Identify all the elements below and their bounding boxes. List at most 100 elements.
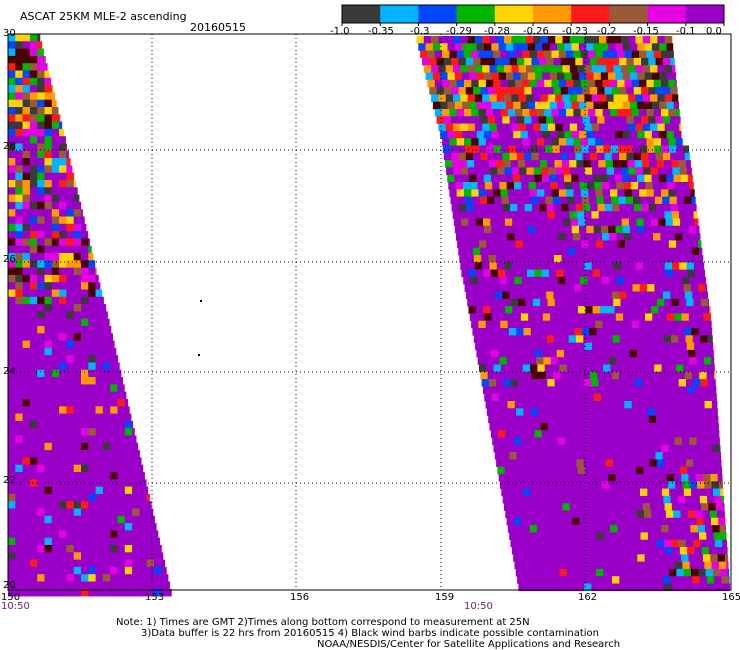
swath-cell — [590, 203, 598, 212]
swath-cell — [648, 152, 656, 161]
swath-cell — [59, 464, 67, 473]
swath-cell — [575, 116, 583, 124]
swath-cell — [659, 393, 668, 402]
swath-cell — [472, 328, 480, 336]
swath-cell — [546, 116, 554, 124]
swath-cell — [704, 320, 712, 329]
swath-cell — [477, 313, 485, 321]
swath-cell — [483, 174, 492, 183]
swath-cell — [556, 510, 564, 519]
swath-cell — [8, 282, 16, 290]
swath-cell — [540, 123, 549, 132]
swath-cell — [698, 328, 707, 336]
swath-cell — [66, 472, 74, 480]
swath-cell — [684, 152, 690, 161]
swath-cell — [619, 87, 627, 95]
swath-cell — [88, 581, 96, 590]
swath-cell — [495, 152, 503, 161]
swath-cell — [709, 466, 717, 475]
swath-cell — [124, 523, 133, 531]
swath-cell — [37, 399, 45, 407]
swath-cell — [427, 79, 435, 88]
swath-cell — [73, 296, 82, 305]
swath-cell — [683, 145, 689, 154]
swath-cell — [663, 255, 672, 263]
swath-cell — [676, 145, 684, 154]
swath-cell — [474, 211, 483, 219]
swath-cell — [711, 357, 715, 365]
swath-cell — [485, 276, 493, 285]
swath-cell — [482, 123, 490, 132]
swath-cell — [577, 167, 586, 175]
swath-cell — [582, 371, 591, 380]
swath-cell — [95, 450, 104, 458]
swath-cell — [502, 452, 510, 460]
swath-cell — [556, 269, 564, 278]
swath-cell — [570, 306, 579, 314]
swath-cell — [51, 384, 60, 392]
swath-cell — [634, 415, 642, 424]
swath-cell — [625, 284, 633, 292]
swath-cell — [493, 50, 501, 59]
swath-cell — [66, 406, 74, 414]
swath-cell — [688, 225, 697, 234]
swath-cell — [667, 276, 676, 285]
swath-cell — [146, 566, 155, 575]
swath-cell — [44, 136, 53, 144]
swath-cell — [698, 364, 706, 373]
swath-cell — [568, 255, 577, 263]
swath-cell — [535, 313, 544, 321]
swath-cell — [568, 87, 576, 95]
swath-cell — [473, 116, 481, 124]
swath-cell — [624, 525, 633, 533]
swath-cell — [73, 515, 82, 524]
swath-cell — [691, 247, 700, 256]
swath-cell — [703, 517, 712, 526]
swath-cell — [666, 43, 674, 51]
swath-cell — [495, 116, 503, 124]
swath-cell — [579, 517, 588, 526]
swath-cell — [465, 291, 474, 300]
swath-cell — [73, 479, 82, 487]
swath-cell — [692, 495, 701, 504]
swath-cell — [626, 116, 634, 124]
swath-cell — [495, 203, 503, 212]
swath-cell — [564, 43, 572, 51]
swath-cell — [520, 474, 529, 482]
swath-cell — [670, 335, 679, 343]
swath-cell — [611, 291, 620, 300]
swath-cell — [102, 493, 111, 502]
swath-cell — [110, 362, 118, 371]
swath-cell — [500, 138, 509, 146]
swath-cell — [696, 437, 705, 446]
swath-cell — [29, 428, 38, 436]
swath-cell — [460, 211, 468, 219]
swath-cell — [620, 262, 629, 270]
swath-cell — [647, 284, 655, 292]
swath-cell — [529, 525, 538, 533]
swath-cell — [611, 328, 619, 336]
swath-cell — [611, 87, 620, 95]
swath-cell — [66, 435, 74, 444]
swath-cell — [504, 218, 513, 227]
swath-cell — [503, 379, 512, 387]
swath-cell — [666, 225, 675, 234]
swath-cell — [504, 167, 513, 175]
swath-cell — [631, 481, 639, 489]
swath-cell — [88, 559, 96, 568]
swath-cell — [537, 525, 545, 533]
swath-cell — [583, 160, 592, 168]
swath-cell — [139, 508, 147, 517]
swath-cell — [59, 384, 67, 392]
swath-cell — [639, 284, 648, 292]
swath-cell — [577, 262, 585, 270]
swath-cell — [44, 574, 53, 582]
swath-cell — [624, 561, 632, 570]
swath-cell — [73, 267, 82, 276]
swath-cell — [460, 36, 468, 44]
swath-cell — [88, 588, 96, 597]
swath-cell — [577, 547, 586, 555]
swath-cell — [66, 413, 74, 422]
swath-cell — [690, 320, 698, 329]
swath-cell — [637, 72, 645, 81]
